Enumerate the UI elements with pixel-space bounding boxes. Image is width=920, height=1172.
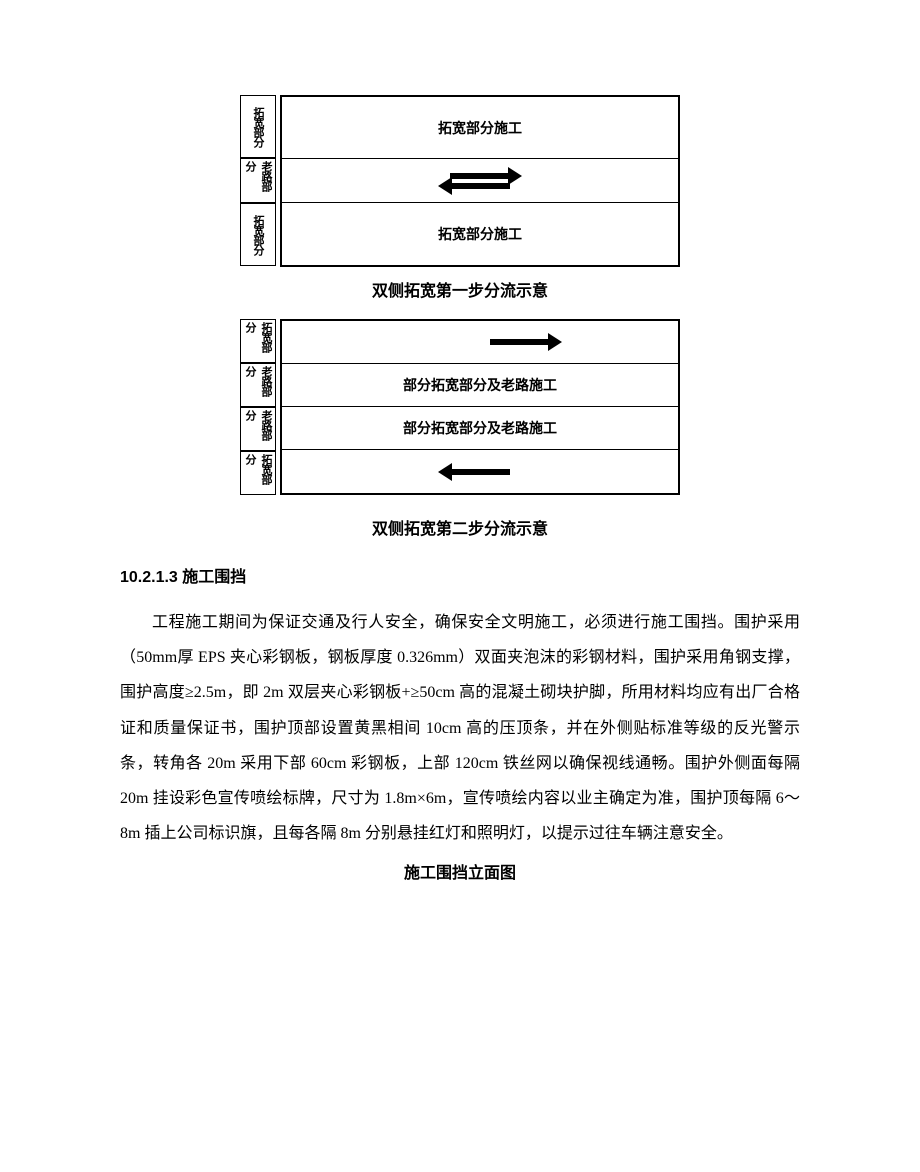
figure-title: 施工围挡立面图 — [120, 859, 800, 883]
diagram1-vlabel-3: 拓宽部分 — [240, 203, 276, 266]
arrow-stack — [450, 173, 510, 189]
diagram1-lane3-text: 拓宽部分施工 — [438, 224, 522, 244]
diagram2-lane3-text: 部分拓宽部分及老路施工 — [403, 418, 557, 438]
diagram2-wrapper: 拓宽部分 老路部分 老路部分 拓宽部分 部分拓宽部分及老路施工 部分拓宽部分及老… — [240, 319, 680, 495]
diagram1-vlabel-1: 拓宽部分 — [240, 95, 276, 158]
diagram2-lane2: 部分拓宽部分及老路施工 — [282, 364, 678, 407]
arrow-left-icon — [450, 469, 510, 475]
body-paragraph: 工程施工期间为保证交通及行人安全，确保安全文明施工，必须进行施工围挡。围护采用（… — [120, 605, 800, 851]
diagram1-container: 拓宽部分 老路部分 拓宽部分 拓宽部分施工 拓宽部分施工 — [120, 95, 800, 267]
arrow-right-icon — [450, 173, 510, 179]
diagram1-lane2 — [282, 159, 678, 203]
diagram1-wrapper: 拓宽部分 老路部分 拓宽部分 拓宽部分施工 拓宽部分施工 — [240, 95, 680, 267]
diagram1-vlabel-2: 老路部分 — [240, 158, 276, 203]
diagram2-lane2-text: 部分拓宽部分及老路施工 — [403, 375, 557, 395]
diagram2-vlabel-3: 老路部分 — [240, 407, 276, 451]
diagram2-lane1 — [282, 321, 678, 364]
diagram2-lane3: 部分拓宽部分及老路施工 — [282, 407, 678, 450]
diagram1-lane1-text: 拓宽部分施工 — [438, 118, 522, 138]
diagram2-container: 拓宽部分 老路部分 老路部分 拓宽部分 部分拓宽部分及老路施工 部分拓宽部分及老… — [120, 319, 800, 495]
arrow-right-icon — [490, 339, 550, 345]
diagram2-vlabel-1: 拓宽部分 — [240, 319, 276, 363]
diagram1-lane3: 拓宽部分施工 — [282, 203, 678, 265]
arrow-left-icon — [450, 183, 510, 189]
diagram1-lane1: 拓宽部分施工 — [282, 97, 678, 159]
diagram1-vert-labels: 拓宽部分 老路部分 拓宽部分 — [240, 95, 276, 267]
diagram2-vlabel-4: 拓宽部分 — [240, 451, 276, 495]
diagram2-vlabel-2: 老路部分 — [240, 363, 276, 407]
diagram1-box: 拓宽部分施工 拓宽部分施工 — [280, 95, 680, 267]
diagram2-vert-labels: 拓宽部分 老路部分 老路部分 拓宽部分 — [240, 319, 276, 495]
diagram2-caption: 双侧拓宽第二步分流示意 — [120, 515, 800, 539]
section-heading: 10.2.1.3 施工围挡 — [120, 563, 800, 587]
document-page: 拓宽部分 老路部分 拓宽部分 拓宽部分施工 拓宽部分施工 双侧 — [0, 0, 920, 943]
diagram2-lane4 — [282, 450, 678, 493]
diagram2-box: 部分拓宽部分及老路施工 部分拓宽部分及老路施工 — [280, 319, 680, 495]
diagram1-caption: 双侧拓宽第一步分流示意 — [120, 277, 800, 301]
